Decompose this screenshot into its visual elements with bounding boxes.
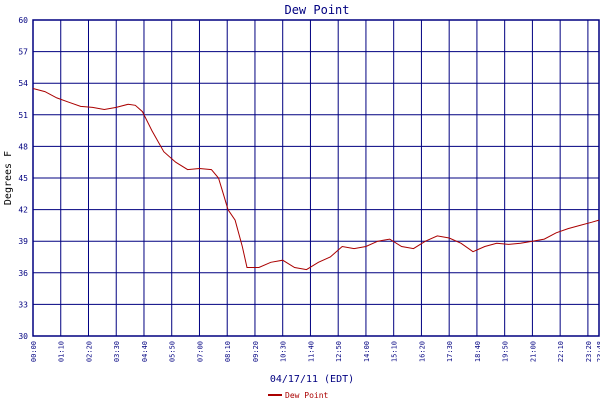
x-tick-label: 16:20	[418, 341, 426, 362]
x-tick-label: 02:20	[85, 341, 93, 362]
x-tick-label: 12:50	[335, 341, 343, 362]
x-tick-label: 05:50	[169, 341, 177, 362]
x-tick-label: 19:50	[502, 341, 510, 362]
x-tick-label: 23:48	[596, 341, 600, 362]
x-tick-label: 08:10	[224, 341, 232, 362]
chart-title: Dew Point	[284, 3, 349, 17]
legend-label: Dew Point	[285, 391, 329, 400]
legend: Dew Point	[268, 391, 329, 400]
y-tick-label: 36	[18, 269, 28, 278]
x-tick-label: 15:10	[391, 341, 399, 362]
x-tick-label: 00:00	[30, 341, 38, 362]
y-tick-label: 30	[18, 332, 28, 341]
y-tick-label: 54	[18, 79, 28, 88]
y-tick-label: 45	[18, 174, 28, 183]
y-tick-label: 60	[18, 16, 28, 25]
y-axis-label: Degrees F	[3, 151, 14, 205]
y-tick-label: 39	[18, 237, 28, 246]
y-tick-labels: 30 33 36 39 42 45 48 51 54 57 60	[18, 16, 28, 341]
x-tick-labels: 00:00 01:10 02:20 03:30 04:40 05:50 07:00 08:10…	[30, 341, 600, 362]
x-tick-label: 21:00	[529, 341, 537, 362]
y-tick-label: 42	[18, 206, 28, 215]
series-line-dew-point	[32, 88, 600, 271]
y-tick-label: 48	[18, 142, 28, 151]
x-axis-label: 04/17/11 (EDT)	[270, 374, 354, 385]
x-tick-label: 07:00	[196, 341, 204, 362]
y-tick-label: 57	[18, 48, 28, 57]
y-tick-label: 33	[18, 300, 28, 309]
x-tick-label: 09:20	[252, 341, 260, 362]
x-tick-label: 04:40	[141, 341, 149, 362]
x-tick-label: 22:10	[557, 341, 565, 362]
series-layer	[32, 88, 600, 271]
x-tick-label: 03:30	[113, 341, 121, 362]
x-tick-label: 14:00	[363, 341, 371, 362]
x-tick-label: 10:30	[280, 341, 288, 362]
x-tick-label: 17:30	[446, 341, 454, 362]
x-tick-label: 23:20	[585, 341, 593, 362]
x-tick-label: 01:10	[58, 341, 66, 362]
x-tick-label: 18:40	[474, 341, 482, 362]
y-tick-label: 51	[18, 111, 28, 120]
x-tick-label: 11:40	[307, 341, 315, 362]
grid-lines	[32, 19, 600, 337]
